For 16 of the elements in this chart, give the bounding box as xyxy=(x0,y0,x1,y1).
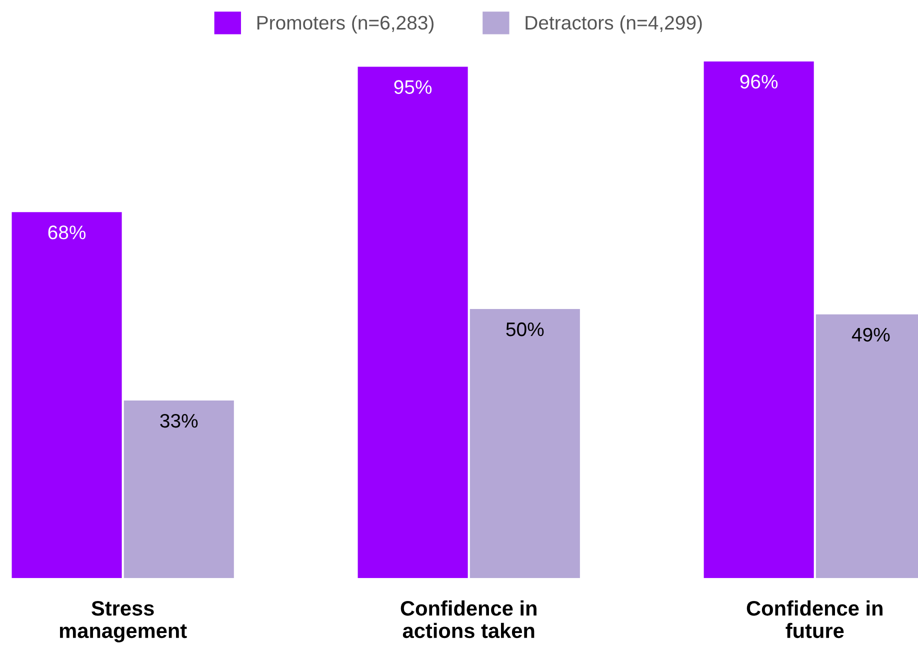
data-label: 96% xyxy=(740,74,778,89)
bar xyxy=(704,61,814,578)
x-tick-label: Confidence in future xyxy=(746,600,882,638)
x-tick-label: Stress management xyxy=(60,600,187,642)
data-label: 68% xyxy=(48,226,86,240)
data-label: 95% xyxy=(394,80,432,94)
bar xyxy=(358,66,468,578)
data-label: 33% xyxy=(160,414,198,428)
legend-label: Promoters (n=6,283) xyxy=(257,15,434,34)
data-label: 50% xyxy=(506,322,544,336)
bar xyxy=(124,400,234,578)
bar xyxy=(470,309,580,578)
bar xyxy=(12,212,122,578)
data-label: 49% xyxy=(852,328,890,342)
legend-label: Detractors (n=4,299) xyxy=(526,15,702,34)
x-tick-label: Confidence in actions taken xyxy=(400,600,536,638)
